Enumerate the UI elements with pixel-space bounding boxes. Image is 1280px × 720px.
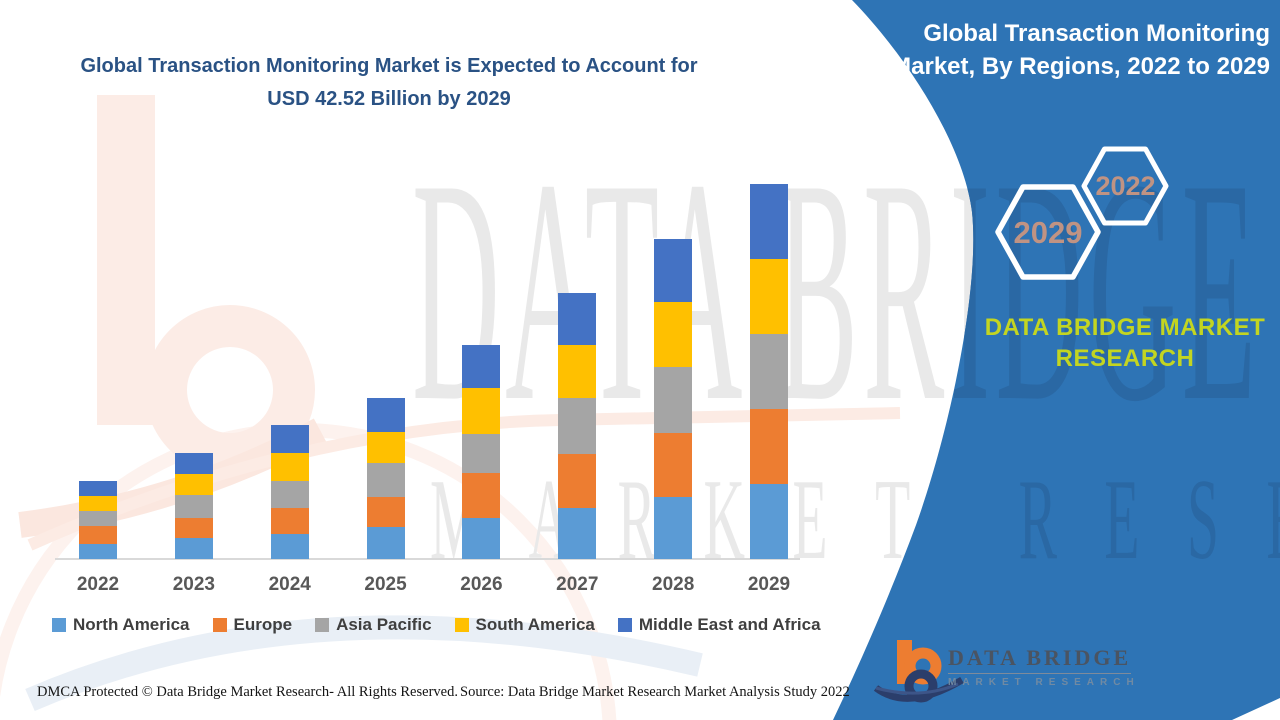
bar-2026 — [462, 344, 501, 559]
bar-segment-asia-pacific — [654, 366, 693, 433]
bar-segment-europe — [366, 497, 405, 528]
bar-segment-asia-pacific — [462, 433, 501, 474]
bar-2029 — [749, 184, 788, 559]
bar-2025 — [366, 397, 405, 559]
bar-segment-south-america — [366, 431, 405, 463]
bar-segment-asia-pacific — [558, 398, 597, 455]
legend-swatch — [454, 618, 469, 632]
legend-label: Middle East and Africa — [638, 615, 821, 634]
logo-tagline: MARKET RESEARCH — [948, 677, 1140, 688]
bar-segment-middle-east-and-africa — [558, 293, 597, 345]
bar-segment-asia-pacific — [174, 494, 213, 518]
bar-segment-asia-pacific — [749, 334, 788, 409]
bar-segment-europe — [654, 432, 693, 498]
bar-segment-asia-pacific — [366, 462, 405, 498]
legend-label: Asia Pacific — [336, 615, 432, 634]
legend-label: Europe — [233, 615, 293, 634]
x-axis-label-2022: 2022 — [76, 574, 120, 595]
bar-segment-europe — [79, 526, 117, 544]
bar-segment-middle-east-and-africa — [174, 453, 213, 475]
bar-segment-middle-east-and-africa — [79, 480, 117, 496]
bar-2023 — [174, 453, 213, 559]
bar-2022 — [79, 480, 117, 559]
legend-label: South America — [475, 615, 595, 634]
footer-copyright: DMCA Protected © Data Bridge Market Rese… — [37, 684, 458, 700]
bar-segment-europe — [174, 517, 213, 538]
x-axis-label-2024: 2024 — [268, 574, 311, 595]
hexagon-label-2029: 2029 — [1013, 215, 1083, 250]
bar-segment-asia-pacific — [270, 480, 309, 508]
legend-label: North America — [73, 615, 190, 634]
legend-item-asia-pacific: Asia Pacific — [315, 615, 432, 635]
brand-text-line2: RESEARCH — [1055, 345, 1195, 372]
bar-segment-south-america — [558, 344, 597, 399]
chart-title-line2: USD 42.52 Billion by 2029 — [267, 88, 511, 110]
bar-segment-middle-east-and-africa — [366, 397, 405, 432]
panel-title-line1: Global Transaction Monitoring — [923, 20, 1270, 47]
x-axis-line — [55, 558, 800, 560]
legend-swatch — [617, 618, 632, 632]
x-axis-label-2023: 2023 — [172, 574, 215, 595]
bar-segment-north-america — [462, 517, 501, 559]
hexagon-label-2022: 2022 — [1095, 171, 1156, 201]
bar-segment-north-america — [749, 484, 788, 559]
bar-segment-middle-east-and-africa — [462, 344, 501, 388]
legend-item-north-america: North America — [52, 615, 190, 635]
x-axis-label-2028: 2028 — [652, 574, 695, 595]
legend-item-south-america: South America — [454, 615, 595, 635]
blue-panel — [833, 0, 1280, 720]
bar-segment-south-america — [654, 302, 693, 367]
bar-segment-north-america — [79, 544, 117, 559]
bar-2027 — [558, 293, 597, 559]
bar-segment-north-america — [270, 534, 309, 559]
bar-segment-south-america — [79, 495, 117, 512]
panel-title: Global Transaction Monitoring Market, By… — [860, 17, 1270, 83]
legend-swatch — [52, 618, 66, 632]
bar-segment-south-america — [270, 453, 309, 481]
footer-source: Source: Data Bridge Market Research Mark… — [460, 684, 850, 700]
x-axis-label-2025: 2025 — [364, 574, 407, 595]
bar-segment-north-america — [558, 507, 597, 559]
chart-title: Global Transaction Monitoring Market is … — [0, 50, 778, 116]
brand-text-line1: DATA BRIDGE MARKET — [984, 314, 1266, 341]
bar-segment-north-america — [654, 497, 693, 559]
dbmr-logo-icon — [873, 640, 964, 703]
bar-2024 — [270, 425, 309, 559]
bar-segment-south-america — [462, 387, 501, 434]
legend-swatch — [212, 618, 227, 632]
logo-name: DATA BRIDGE — [948, 645, 1132, 674]
legend-item-europe: Europe — [212, 615, 293, 635]
bar-segment-south-america — [749, 259, 788, 334]
logo-wordmark: DATA BRIDGE MARKET RESEARCH — [948, 645, 1140, 688]
x-axis-label-2026: 2026 — [460, 574, 503, 595]
panel-title-line2: Market, By Regions, 2022 to 2029 — [891, 53, 1270, 80]
hexagon-2029 — [995, 184, 1101, 280]
swoosh-watermark — [25, 615, 703, 712]
bar-segment-europe — [749, 409, 788, 484]
legend-swatch — [315, 618, 330, 632]
bar-segment-europe — [558, 454, 597, 508]
bar-2028 — [654, 238, 693, 559]
bar-segment-middle-east-and-africa — [654, 238, 693, 303]
legend-item-middle-east-and-africa: Middle East and Africa — [617, 615, 821, 635]
bar-segment-europe — [270, 507, 309, 535]
bar-segment-south-america — [174, 474, 213, 495]
hexagon-2022 — [1081, 146, 1169, 226]
bar-segment-europe — [462, 473, 501, 518]
bar-segment-middle-east-and-africa — [749, 184, 788, 259]
bar-segment-middle-east-and-africa — [270, 425, 309, 454]
bar-segment-asia-pacific — [79, 511, 117, 527]
bar-segment-north-america — [366, 527, 405, 559]
bar-segment-north-america — [174, 537, 213, 559]
chart-title-line1: Global Transaction Monitoring Market is … — [80, 55, 698, 77]
x-axis-label-2029: 2029 — [747, 574, 791, 595]
x-axis-label-2027: 2027 — [556, 574, 599, 595]
brand-text: DATA BRIDGE MARKET RESEARCH — [960, 312, 1280, 374]
chart-legend: North America Europe Asia Pacific South Ame… — [52, 615, 821, 635]
